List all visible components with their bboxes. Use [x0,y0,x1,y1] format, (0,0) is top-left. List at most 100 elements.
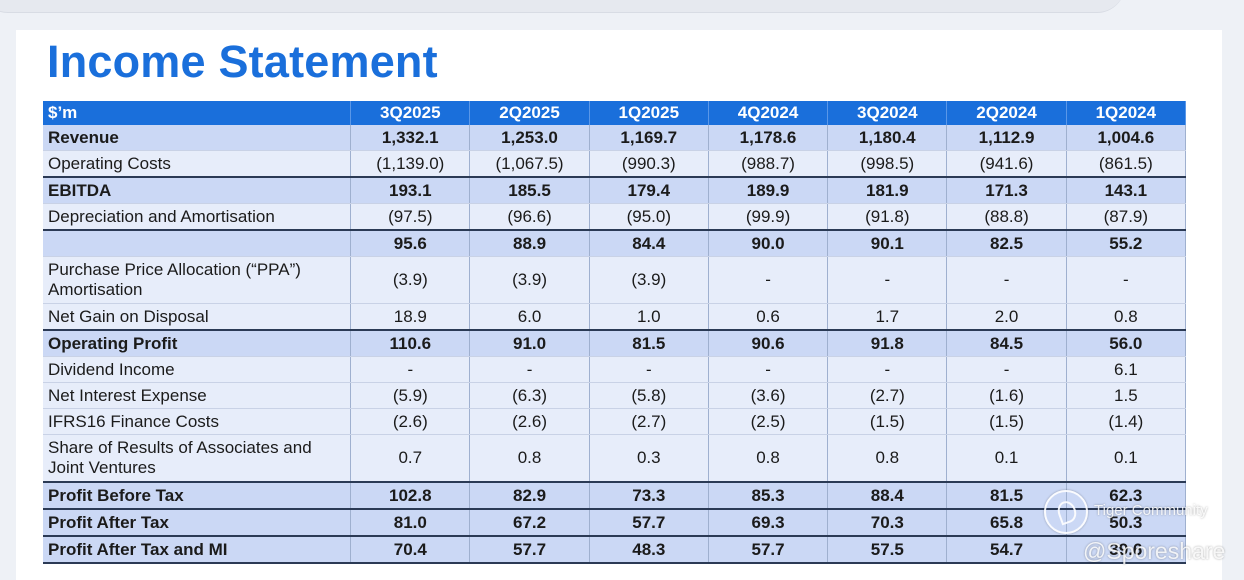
value-cell: - [946,356,1067,383]
value-cell: - [469,356,590,383]
table-row-profit-before-tax: Profit Before Tax 102.8 82.9 73.3 85.3 8… [43,481,1187,510]
value-cell: 0.6 [708,303,829,331]
value-cell: (2.7) [589,408,709,435]
value-cell: (1.5) [827,408,948,435]
row-label-line: Amortisation [48,280,143,299]
row-label: Net Gain on Disposal [43,303,352,331]
header-period-cell: 4Q2024 [708,101,829,125]
value-cell: 88.4 [827,481,948,510]
value-cell: (998.5) [827,150,948,178]
value-cell: (99.9) [708,203,829,231]
value-cell: 102.8 [350,481,471,510]
value-cell: 56.0 [1066,329,1187,357]
value-cell: 1,169.7 [589,125,709,151]
value-cell: (2.6) [350,408,471,435]
value-cell: 57.5 [827,535,948,564]
value-cell: 48.3 [589,535,709,564]
value-cell: 55.2 [1066,229,1187,257]
value-cell: (1.6) [946,382,1067,409]
value-cell: 1,332.1 [350,125,471,151]
value-cell: (87.9) [1066,203,1187,231]
row-label: Profit After Tax [43,508,352,537]
value-cell: 18.9 [350,303,471,331]
value-cell: 1,112.9 [946,125,1067,151]
value-cell: 1,178.6 [708,125,829,151]
row-label: Purchase Price Allocation (“PPA”) Amortis… [43,256,352,304]
value-cell: 81.0 [350,508,471,537]
table-row-subtotal: 95.6 88.9 84.4 90.0 90.1 82.5 55.2 [43,229,1187,257]
row-label-line: Purchase Price Allocation (“PPA”) [48,260,301,279]
row-label-line: Share of Results of Associates and [48,438,312,457]
value-cell: 1.7 [827,303,948,331]
value-cell: 193.1 [350,176,471,204]
value-cell: (2.7) [827,382,948,409]
value-cell: (3.6) [708,382,829,409]
value-cell: 90.0 [708,229,829,257]
value-cell: (6.3) [469,382,590,409]
value-cell: (990.3) [589,150,709,178]
value-cell: 1,253.0 [469,125,590,151]
row-label: Operating Profit [43,329,352,357]
value-cell: 81.5 [946,481,1067,510]
table-row-net-interest-expense: Net Interest Expense (5.9) (6.3) (5.8) (… [43,382,1187,409]
value-cell: 57.7 [708,535,829,564]
value-cell: (2.6) [469,408,590,435]
value-cell: 0.1 [946,434,1067,483]
watermark-handle: @Sporeshare [1083,538,1226,564]
value-cell: 1,004.6 [1066,125,1187,151]
header-period-cell: 3Q2025 [350,101,471,125]
table-row-revenue: Revenue 1,332.1 1,253.0 1,169.7 1,178.6 … [43,125,1187,151]
table-row-dividend-income: Dividend Income - - - - - - 6.1 [43,356,1187,383]
value-cell: - [708,256,829,304]
value-cell: (3.9) [589,256,709,304]
income-statement-table: $’m 3Q2025 2Q2025 1Q2025 4Q2024 3Q2024 2… [43,101,1187,564]
value-cell: 1.5 [1066,382,1187,409]
row-label: IFRS16 Finance Costs [43,408,352,435]
value-cell: 54.7 [946,535,1067,564]
value-cell: 39.6 [1066,535,1187,564]
value-cell: - [589,356,709,383]
header-row: $’m 3Q2025 2Q2025 1Q2025 4Q2024 3Q2024 2… [43,101,1187,125]
value-cell: 84.4 [589,229,709,257]
value-cell: 88.9 [469,229,590,257]
value-cell: (95.0) [589,203,709,231]
value-cell: 57.7 [469,535,590,564]
value-cell: (1,139.0) [350,150,471,178]
row-label: Depreciation and Amortisation [43,203,352,231]
value-cell: 91.0 [469,329,590,357]
value-cell: 0.8 [469,434,590,483]
table-row-profit-after-tax-and-mi: Profit After Tax and MI 70.4 57.7 48.3 5… [43,535,1187,564]
value-cell: (88.8) [946,203,1067,231]
value-cell: 0.7 [350,434,471,483]
value-cell: 90.1 [827,229,948,257]
value-cell: 65.8 [946,508,1067,537]
value-cell: 69.3 [708,508,829,537]
value-cell: (5.9) [350,382,471,409]
table-row-ppa-amortisation: Purchase Price Allocation (“PPA”) Amortis… [43,256,1187,304]
value-cell: - [827,256,948,304]
row-label-line: Joint Ventures [48,458,156,477]
header-unit-cell: $’m [43,101,352,125]
value-cell: 84.5 [946,329,1067,357]
value-cell: 2.0 [946,303,1067,331]
header-period-cell: 3Q2024 [827,101,948,125]
value-cell: 171.3 [946,176,1067,204]
value-cell: (2.5) [708,408,829,435]
value-cell: (1,067.5) [469,150,590,178]
row-label: Profit Before Tax [43,481,352,510]
value-cell: 57.7 [589,508,709,537]
value-cell: (1.4) [1066,408,1187,435]
row-label: Dividend Income [43,356,352,383]
table-row-profit-after-tax: Profit After Tax 81.0 67.2 57.7 69.3 70.… [43,508,1187,537]
value-cell: 0.3 [589,434,709,483]
value-cell: 6.1 [1066,356,1187,383]
table-row-ifrs16-finance-costs: IFRS16 Finance Costs (2.6) (2.6) (2.7) (… [43,408,1187,435]
value-cell: (96.6) [469,203,590,231]
value-cell: 181.9 [827,176,948,204]
row-label [43,229,352,257]
value-cell: - [708,356,829,383]
value-cell: (941.6) [946,150,1067,178]
table-row-operating-profit: Operating Profit 110.6 91.0 81.5 90.6 91… [43,329,1187,357]
table-row-depreciation: Depreciation and Amortisation (97.5) (96… [43,203,1187,231]
table-row-share-of-associates: Share of Results of Associates and Joint … [43,434,1187,483]
